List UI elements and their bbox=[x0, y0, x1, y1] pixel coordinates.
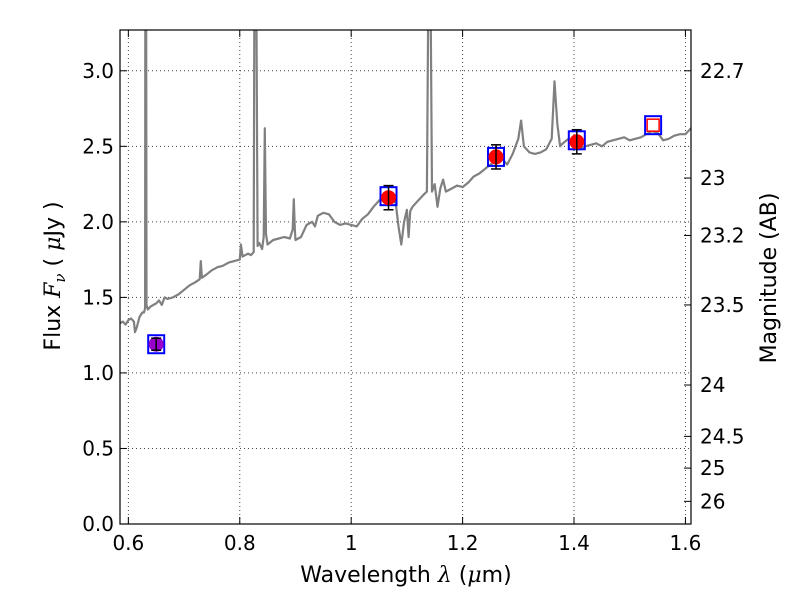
y2-axis-label: Magnitude (AB) bbox=[757, 193, 782, 364]
model-photometry-square bbox=[644, 115, 663, 136]
y-tick-label: 3.0 bbox=[82, 59, 114, 83]
x-tick-label: 0.6 bbox=[112, 531, 144, 555]
y2-tick-label: 23.5 bbox=[700, 293, 745, 317]
model-spectrum bbox=[120, 30, 691, 334]
y-axis-label-subscript: ν bbox=[51, 273, 69, 282]
axis-ticks: 0.6 0.8 1 1.2 1.4 1.6 0.0 0.5 1.0 1.5 2.0 2.5 3.0 22.… bbox=[82, 30, 745, 555]
y-axis-label: Flux Fν ( μJy ) bbox=[41, 201, 71, 350]
model-photometry-square bbox=[147, 334, 166, 355]
y2-tick-label: 26 bbox=[700, 489, 725, 513]
y2-tick-label: 23.2 bbox=[700, 223, 745, 247]
x-axis-label-prefix: Wavelength bbox=[300, 563, 431, 588]
x-tick-label: 1.2 bbox=[447, 531, 479, 555]
x-axis-label: Wavelength λ (μm) bbox=[300, 563, 511, 588]
x-axis-label-mu: μ bbox=[467, 563, 481, 588]
y-tick-label: 2.0 bbox=[82, 210, 114, 234]
x-tick-label: 1.4 bbox=[558, 531, 590, 555]
y-tick-label: 1.0 bbox=[82, 361, 114, 385]
y2-tick-label: 24 bbox=[700, 373, 725, 397]
x-axis-label-unit: m) bbox=[482, 563, 512, 588]
plot-frame bbox=[119, 29, 692, 525]
y-axis-label-prefix: Flux bbox=[41, 305, 66, 351]
y-axis-label-mu: μ bbox=[41, 237, 66, 251]
grid-lines bbox=[120, 30, 691, 525]
y-tick-label: 1.5 bbox=[82, 285, 114, 309]
x-tick-label: 0.8 bbox=[224, 531, 256, 555]
x-tick-label: 1.6 bbox=[670, 531, 702, 555]
x-axis-label-symbol: λ bbox=[437, 563, 452, 588]
y-axis-label-close: ) bbox=[41, 201, 66, 210]
x-axis-label-open: ( bbox=[459, 563, 468, 588]
x-tick-label: 1 bbox=[345, 531, 358, 555]
y2-tick-label: 24.5 bbox=[700, 424, 745, 448]
upper-limit-square bbox=[646, 118, 660, 132]
y-axis-label-open: ( bbox=[41, 258, 66, 267]
y-tick-label: 0.5 bbox=[82, 436, 114, 460]
y-tick-label: 2.5 bbox=[82, 134, 114, 158]
y2-tick-label: 25 bbox=[700, 456, 725, 480]
y2-tick-label: 22.7 bbox=[700, 59, 745, 83]
y2-tick-label: 23 bbox=[700, 166, 725, 190]
y-tick-label: 0.0 bbox=[82, 512, 114, 536]
spectrum-line bbox=[120, 30, 691, 334]
y-axis-label-unit: Jy bbox=[41, 217, 66, 239]
photometry-markers bbox=[147, 115, 663, 355]
y-axis-label-symbol: F bbox=[41, 282, 66, 299]
